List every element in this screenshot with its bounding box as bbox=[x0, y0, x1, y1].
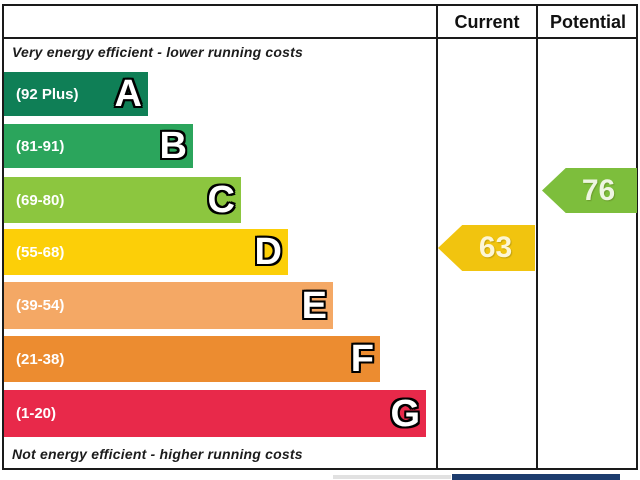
bottom-caption: Not energy efficient - higher running co… bbox=[12, 446, 303, 462]
band-bar-c: (69-80) C bbox=[4, 177, 241, 223]
band-letter: G bbox=[390, 392, 420, 435]
current-column-header: Current bbox=[454, 11, 520, 32]
band-range-label: (69-80) bbox=[16, 191, 65, 209]
band-row-d: (55-68) D bbox=[4, 229, 288, 275]
potential-arrow: 76 bbox=[542, 168, 637, 213]
chart-outer-border bbox=[2, 4, 638, 470]
footer-blue-badge bbox=[452, 474, 620, 480]
band-letter: F bbox=[350, 338, 374, 380]
potential-column-divider bbox=[536, 4, 538, 470]
potential-column-header: Potential bbox=[549, 11, 626, 32]
band-row-e: (39-54) E bbox=[4, 282, 333, 329]
header-divider-line bbox=[2, 37, 638, 39]
band-letter: D bbox=[254, 231, 282, 273]
current-rating-value: 63 bbox=[478, 231, 513, 264]
band-bar-a: (92 Plus) A bbox=[4, 72, 148, 116]
current-column-divider bbox=[436, 4, 438, 470]
band-bar-g: (1-20) G bbox=[4, 390, 426, 437]
band-range-label: (39-54) bbox=[16, 297, 65, 314]
band-bar-e: (39-54) E bbox=[4, 282, 333, 329]
band-range-label: (1-20) bbox=[16, 405, 57, 422]
band-bar-d: (55-68) D bbox=[4, 229, 288, 275]
band-letter: E bbox=[301, 284, 327, 327]
band-range-label: (81-91) bbox=[16, 137, 65, 155]
band-range-label: (55-68) bbox=[16, 243, 65, 261]
band-letter: B bbox=[159, 125, 187, 167]
band-letter: A bbox=[114, 73, 142, 115]
cropped-footer-text-remnant bbox=[333, 475, 451, 479]
band-row-f: (21-38) F bbox=[4, 336, 380, 382]
band-range-label: (92 Plus) bbox=[16, 85, 79, 103]
top-caption: Very energy efficient - lower running co… bbox=[12, 44, 304, 60]
potential-rating-value: 76 bbox=[581, 173, 616, 207]
band-row-b: (81-91) B bbox=[4, 124, 193, 168]
band-range-label: (21-38) bbox=[16, 350, 65, 368]
band-bar-f: (21-38) F bbox=[4, 336, 380, 382]
band-bar-b: (81-91) B bbox=[4, 124, 193, 168]
band-letter: C bbox=[207, 179, 235, 221]
band-row-c: (69-80) C bbox=[4, 177, 241, 223]
band-row-g: (1-20) G bbox=[4, 390, 426, 437]
band-row-a: (92 Plus) A bbox=[4, 72, 148, 116]
